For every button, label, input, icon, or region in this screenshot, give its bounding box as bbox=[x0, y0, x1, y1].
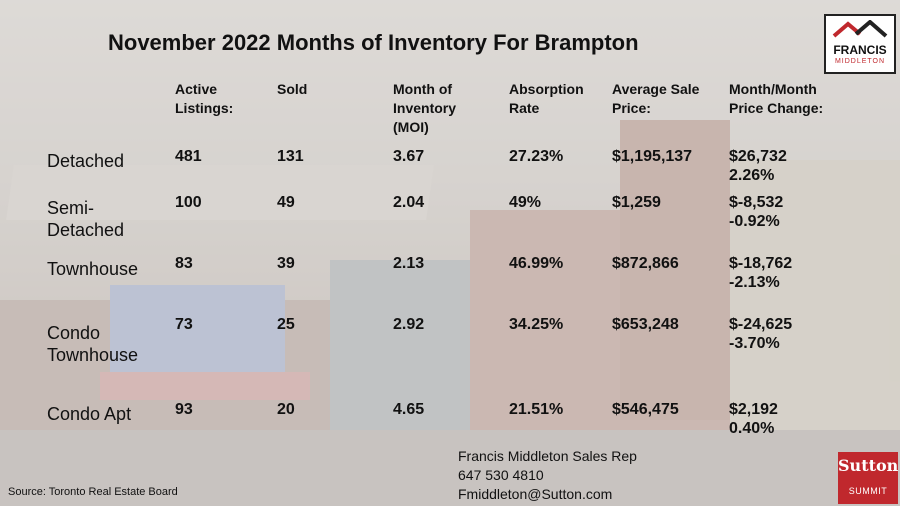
header-absorption-line1: Absorption bbox=[509, 81, 584, 97]
header-moi: Month of Inventory (MOI) bbox=[393, 80, 456, 137]
cell-change-amount: $26,732 bbox=[729, 148, 787, 165]
header-change-line2: Price Change: bbox=[729, 100, 824, 116]
cell-sold: 20 bbox=[277, 401, 295, 418]
header-active: Active Listings: bbox=[175, 80, 233, 118]
logo-sub: MIDDLETON bbox=[834, 58, 886, 65]
cell-moi: 3.67 bbox=[393, 148, 425, 165]
contact-name: Francis Middleton Sales Rep bbox=[458, 448, 637, 464]
header-avg-price-line1: Average Sale bbox=[612, 81, 700, 97]
cell-active: 100 bbox=[175, 194, 202, 211]
cell-change: $26,732 2.26% bbox=[729, 147, 787, 185]
contact-email: Fmiddleton@Sutton.com bbox=[458, 486, 613, 502]
cell-absorption: 46.99% bbox=[509, 255, 564, 272]
row-label-line1: Semi- bbox=[47, 198, 95, 218]
header-active-line1: Active bbox=[175, 81, 218, 97]
header-change-line1: Month/Month bbox=[729, 81, 817, 97]
row-label-line1: Condo Apt bbox=[47, 404, 132, 424]
row-label-line2: Townhouse bbox=[47, 345, 139, 365]
logo-name: FRANCIS bbox=[833, 43, 887, 57]
cell-sold: 25 bbox=[277, 316, 295, 333]
cell-moi: 2.92 bbox=[393, 316, 425, 333]
header-moi-line3: (MOI) bbox=[393, 119, 429, 135]
cell-absorption: 21.51% bbox=[509, 401, 564, 418]
row-label: Detached bbox=[47, 150, 124, 172]
cell-avg-price: $1,195,137 bbox=[612, 148, 693, 165]
cell-moi: 2.04 bbox=[393, 194, 425, 211]
source-note: Source: Toronto Real Estate Board bbox=[8, 486, 178, 498]
cell-change: $2,192 0.40% bbox=[729, 400, 778, 438]
cell-moi: 2.13 bbox=[393, 255, 425, 272]
header-sold-line1: Sold bbox=[277, 81, 308, 97]
header-avg-price: Average Sale Price: bbox=[612, 80, 699, 118]
cell-avg-price: $653,248 bbox=[612, 316, 679, 333]
header-moi-line1: Month of bbox=[393, 81, 453, 97]
row-label: Semi- Detached bbox=[47, 197, 124, 241]
contact-block: Francis Middleton Sales Rep 647 530 4810… bbox=[458, 447, 637, 504]
cell-absorption: 34.25% bbox=[509, 316, 564, 333]
cell-active: 83 bbox=[175, 255, 193, 272]
cell-change-amount: $2,192 bbox=[729, 401, 778, 418]
header-sold: Sold bbox=[277, 80, 307, 99]
header-active-line2: Listings: bbox=[175, 100, 234, 116]
row-label-line1: Detached bbox=[47, 151, 125, 171]
cell-active: 93 bbox=[175, 401, 193, 418]
row-label: Townhouse bbox=[47, 258, 138, 280]
cell-change: $-18,762 -2.13% bbox=[729, 254, 792, 292]
header-absorption-line2: Rate bbox=[509, 100, 540, 116]
cell-sold: 39 bbox=[277, 255, 295, 272]
header-absorption: Absorption Rate bbox=[509, 80, 584, 118]
header-moi-line2: Inventory bbox=[393, 100, 457, 116]
cell-sold: 49 bbox=[277, 194, 295, 211]
sutton-logo: Sutton SUMMIT bbox=[838, 452, 898, 504]
cell-change: $-24,625 -3.70% bbox=[729, 315, 792, 353]
cell-change-percent: 2.26% bbox=[729, 167, 775, 184]
cell-absorption: 49% bbox=[509, 194, 542, 211]
page-title: November 2022 Months of Inventory For Br… bbox=[108, 30, 639, 55]
cell-absorption: 27.23% bbox=[509, 148, 564, 165]
cell-change-amount: $-24,625 bbox=[729, 316, 793, 333]
cell-change-percent: 0.40% bbox=[729, 420, 775, 437]
cell-active: 73 bbox=[175, 316, 193, 333]
cell-avg-price: $1,259 bbox=[612, 194, 661, 211]
cell-change-amount: $-8,532 bbox=[729, 194, 784, 211]
sutton-logo-name: Sutton bbox=[838, 456, 899, 475]
cell-active: 481 bbox=[175, 148, 202, 165]
cell-change-percent: -3.70% bbox=[729, 335, 780, 352]
row-label: Condo Townhouse bbox=[47, 322, 138, 366]
cell-avg-price: $872,866 bbox=[612, 255, 679, 272]
cell-change-percent: -0.92% bbox=[729, 213, 780, 230]
roof-icon bbox=[832, 20, 888, 38]
cell-avg-price: $546,475 bbox=[612, 401, 679, 418]
contact-phone: 647 530 4810 bbox=[458, 467, 544, 483]
cell-change-percent: -2.13% bbox=[729, 274, 780, 291]
header-avg-price-line2: Price: bbox=[612, 100, 651, 116]
row-label: Condo Apt bbox=[47, 403, 131, 425]
sutton-logo-sub: SUMMIT bbox=[848, 486, 888, 496]
row-label-line1: Townhouse bbox=[47, 259, 139, 279]
cell-moi: 4.65 bbox=[393, 401, 425, 418]
cell-change-amount: $-18,762 bbox=[729, 255, 793, 272]
cell-sold: 131 bbox=[277, 148, 304, 165]
cell-change: $-8,532 -0.92% bbox=[729, 193, 783, 231]
row-label-line2: Detached bbox=[47, 220, 125, 240]
francis-middleton-logo: FRANCIS MIDDLETON bbox=[824, 14, 896, 74]
header-change: Month/Month Price Change: bbox=[729, 80, 823, 118]
row-label-line1: Condo bbox=[47, 323, 101, 343]
